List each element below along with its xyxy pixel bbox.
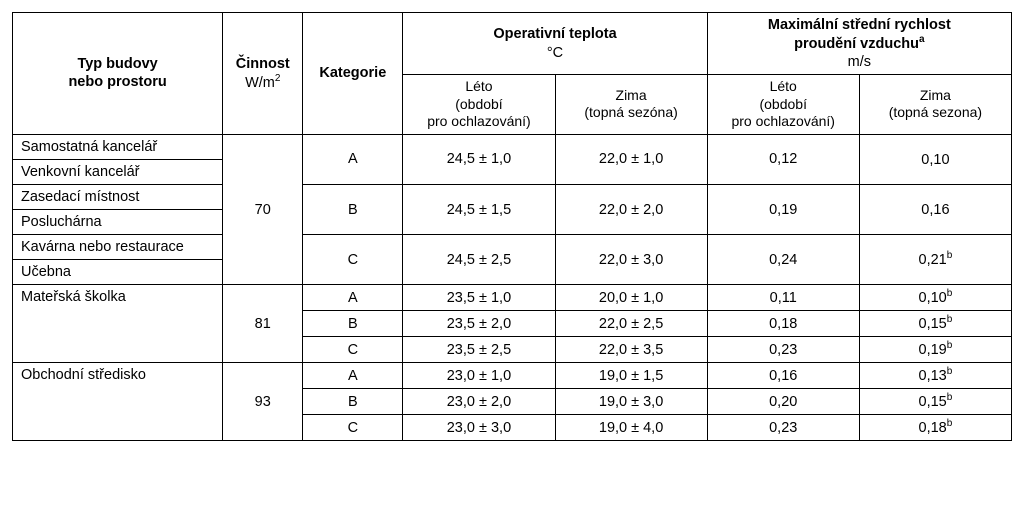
- vel-s-cell: 0,23: [707, 415, 859, 441]
- vel-w-cell: 0,19b: [859, 337, 1011, 363]
- temp-w-cell: 19,0 ± 1,5: [555, 363, 707, 389]
- type-cell: Zasedací místnost: [13, 184, 223, 209]
- hdr-vel: Maximální střední rychlost proudění vzdu…: [707, 13, 1011, 75]
- table-row: Obchodní středisko 93 A 23,0 ± 1,0 19,0 …: [13, 363, 1012, 389]
- table-row: Mateřská školka 81 A 23,5 ± 1,0 20,0 ± 1…: [13, 285, 1012, 311]
- vel-s-cell: 0,16: [707, 363, 859, 389]
- hdr-activity-unit: W/m: [245, 75, 275, 91]
- vel-s-cell: 0,11: [707, 285, 859, 311]
- thermal-params-table: Typ budovy nebo prostoru Činnost W/m2 Ka…: [12, 12, 1012, 441]
- type-cell: Kavárna nebo restaurace: [13, 235, 223, 260]
- cat-cell: B: [303, 311, 403, 337]
- hdr-temp-l1: Operativní teplota: [493, 26, 616, 42]
- vel-s-cell: 0,23: [707, 337, 859, 363]
- cat-cell: A: [303, 285, 403, 311]
- hdr-type-l2: nebo prostoru: [68, 74, 166, 90]
- cat-cell: C: [303, 235, 403, 285]
- hdr-vel-unit: m/s: [848, 54, 871, 70]
- cat-cell: A: [303, 134, 403, 184]
- vel-s-cell: 0,24: [707, 235, 859, 285]
- vel-w-cell: 0,21b: [859, 235, 1011, 285]
- temp-s-cell: 24,5 ± 2,5: [403, 235, 555, 285]
- table-row: Kavárna nebo restaurace C 24,5 ± 2,5 22,…: [13, 235, 1012, 260]
- type-cell: Obchodní středisko: [13, 363, 223, 441]
- temp-w-cell: 22,0 ± 2,5: [555, 311, 707, 337]
- table-row: Samostatná kancelář 70 A 24,5 ± 1,0 22,0…: [13, 134, 1012, 159]
- vel-s-cell: 0,19: [707, 184, 859, 234]
- temp-s-cell: 23,5 ± 2,5: [403, 337, 555, 363]
- vel-w-cell: 0,10: [859, 134, 1011, 184]
- temp-s-cell: 23,0 ± 3,0: [403, 415, 555, 441]
- activity-cell: 70: [223, 134, 303, 285]
- temp-s-cell: 23,0 ± 1,0: [403, 363, 555, 389]
- temp-w-cell: 19,0 ± 4,0: [555, 415, 707, 441]
- vel-w-cell: 0,16: [859, 184, 1011, 234]
- vel-w-cell: 0,18b: [859, 415, 1011, 441]
- vel-w-cell: 0,10b: [859, 285, 1011, 311]
- vel-s-cell: 0,12: [707, 134, 859, 184]
- type-cell: Posluchárna: [13, 210, 223, 235]
- activity-cell: 81: [223, 285, 303, 363]
- temp-w-cell: 22,0 ± 3,5: [555, 337, 707, 363]
- hdr-category: Kategorie: [303, 13, 403, 135]
- hdr-type-l1: Typ budovy: [77, 56, 157, 72]
- hdr-activity-sup: 2: [275, 73, 281, 84]
- temp-w-cell: 22,0 ± 3,0: [555, 235, 707, 285]
- vel-s-cell: 0,18: [707, 311, 859, 337]
- cat-cell: C: [303, 415, 403, 441]
- hdr-vel-summer: Léto (období pro ochlazování): [707, 75, 859, 135]
- header-row-1: Typ budovy nebo prostoru Činnost W/m2 Ka…: [13, 13, 1012, 75]
- hdr-vel-winter: Zima (topná sezona): [859, 75, 1011, 135]
- hdr-vel-l1: Maximální střední rychlost: [768, 17, 951, 33]
- temp-s-cell: 24,5 ± 1,0: [403, 134, 555, 184]
- vel-s-cell: 0,20: [707, 389, 859, 415]
- temp-s-cell: 23,5 ± 2,0: [403, 311, 555, 337]
- temp-w-cell: 22,0 ± 2,0: [555, 184, 707, 234]
- cat-cell: A: [303, 363, 403, 389]
- vel-w-cell: 0,15b: [859, 389, 1011, 415]
- activity-cell: 93: [223, 363, 303, 441]
- hdr-temp: Operativní teplota °C: [403, 13, 707, 75]
- hdr-activity-l1: Činnost: [236, 56, 290, 72]
- hdr-vel-l2: proudění vzduchu: [794, 36, 919, 52]
- type-cell: Učebna: [13, 260, 223, 285]
- hdr-temp-unit: °C: [547, 45, 563, 61]
- temp-w-cell: 20,0 ± 1,0: [555, 285, 707, 311]
- temp-s-cell: 23,0 ± 2,0: [403, 389, 555, 415]
- hdr-activity: Činnost W/m2: [223, 13, 303, 135]
- type-cell: Venkovní kancelář: [13, 159, 223, 184]
- hdr-vel-sup: a: [919, 34, 925, 45]
- type-cell: Mateřská školka: [13, 285, 223, 363]
- type-cell: Samostatná kancelář: [13, 134, 223, 159]
- hdr-type: Typ budovy nebo prostoru: [13, 13, 223, 135]
- cat-cell: B: [303, 184, 403, 234]
- hdr-temp-summer: Léto (období pro ochlazování): [403, 75, 555, 135]
- temp-w-cell: 19,0 ± 3,0: [555, 389, 707, 415]
- vel-w-cell: 0,15b: [859, 311, 1011, 337]
- hdr-temp-winter: Zima (topná sezóna): [555, 75, 707, 135]
- temp-s-cell: 23,5 ± 1,0: [403, 285, 555, 311]
- temp-w-cell: 22,0 ± 1,0: [555, 134, 707, 184]
- table-row: Zasedací místnost B 24,5 ± 1,5 22,0 ± 2,…: [13, 184, 1012, 209]
- vel-w-cell: 0,13b: [859, 363, 1011, 389]
- cat-cell: C: [303, 337, 403, 363]
- cat-cell: B: [303, 389, 403, 415]
- temp-s-cell: 24,5 ± 1,5: [403, 184, 555, 234]
